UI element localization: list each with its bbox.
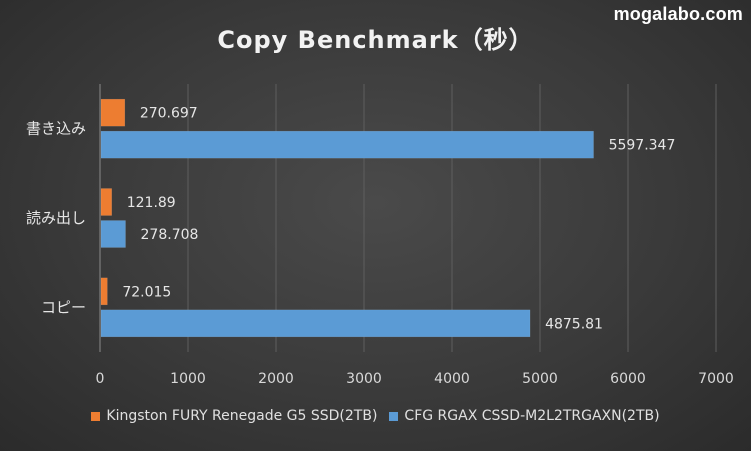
x-tick-label: 4000 [434, 371, 470, 387]
legend-item-kingston: Kingston FURY Renegade G5 SSD(2TB) [91, 408, 377, 424]
bar [100, 277, 108, 306]
data-label: 5597.347 [609, 138, 676, 154]
x-tick-label: 1000 [170, 371, 206, 387]
legend-label-cfg: CFG RGAX CSSD-M2L2TRGAXN(2TB) [404, 408, 660, 424]
category-label: 読み出し [26, 209, 86, 227]
bar [100, 309, 531, 338]
watermark-logo: mogalabo.com [613, 4, 743, 24]
chart-legend: Kingston FURY Renegade G5 SSD(2TB) CFG R… [0, 408, 751, 424]
data-label: 121.89 [127, 195, 176, 211]
data-label: 278.708 [141, 227, 199, 243]
x-tick-label: 6000 [610, 371, 646, 387]
data-label: 4875.81 [545, 316, 603, 332]
data-label: 270.697 [140, 106, 198, 122]
x-tick-label: 3000 [346, 371, 382, 387]
legend-item-cfg: CFG RGAX CSSD-M2L2TRGAXN(2TB) [389, 408, 660, 424]
chart-title: Copy Benchmark（秒） [217, 26, 534, 54]
category-label: コピー [41, 298, 86, 316]
bar [100, 98, 126, 127]
legend-swatch-kingston [91, 411, 101, 421]
legend-label-kingston: Kingston FURY Renegade G5 SSD(2TB) [106, 408, 378, 424]
data-label: 72.015 [122, 284, 171, 300]
category-label: 書き込み [26, 120, 86, 138]
legend-swatch-cfg [389, 411, 399, 421]
bar [100, 130, 594, 159]
x-tick-label: 7000 [698, 371, 734, 387]
x-tick-label: 0 [96, 371, 105, 387]
x-tick-label: 5000 [522, 371, 558, 387]
bar [100, 188, 112, 216]
x-tick-label: 2000 [258, 371, 294, 387]
bar [100, 220, 126, 248]
